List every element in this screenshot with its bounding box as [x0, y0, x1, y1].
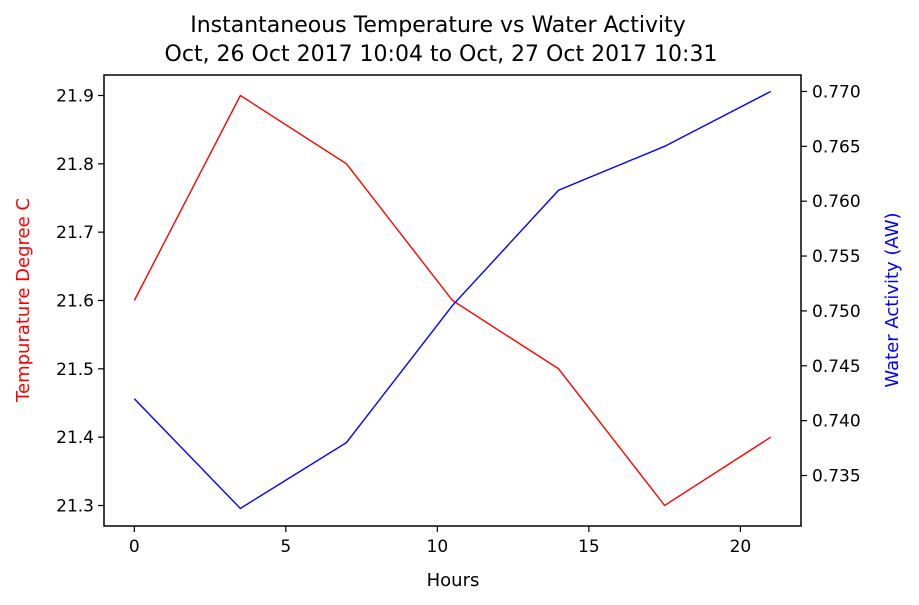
- y-right-tick-label: 0.760: [812, 192, 861, 212]
- y-right-tick-label: 0.750: [812, 302, 861, 322]
- y-left-tick-label: 21.7: [56, 223, 94, 243]
- x-tick-label: 5: [280, 537, 291, 557]
- x-tick-label: 0: [129, 537, 140, 557]
- y-right-tick-label: 0.770: [812, 82, 861, 102]
- y-axis-right-label: Water Activity (AW): [882, 212, 903, 387]
- chart-title: Instantaneous Temperature vs Water Activ…: [190, 13, 686, 38]
- y-right-tick-label: 0.755: [812, 247, 861, 267]
- y-left-tick-label: 21.6: [56, 292, 94, 312]
- y-left-tick-label: 21.4: [56, 428, 94, 448]
- y-right-tick-label: 0.765: [812, 137, 861, 157]
- y-left-tick-label: 21.8: [56, 155, 94, 175]
- y-axis-left-label: Tempurature Degree C: [13, 198, 34, 403]
- y-left-tick-label: 21.9: [56, 87, 94, 107]
- y-right-tick-label: 0.745: [812, 357, 861, 377]
- x-tick-label: 15: [578, 537, 600, 557]
- series-layer: [133, 90, 772, 510]
- y-right-tick-label: 0.735: [812, 467, 861, 487]
- x-tick-label: 10: [427, 537, 449, 557]
- x-axis-label: Hours: [427, 570, 480, 591]
- x-tick-label: 20: [730, 537, 752, 557]
- y-left-tick-label: 21.3: [56, 497, 94, 517]
- ticks-layer: 0 5 10 15 20 21.3 21.4 21.5 21.6 21.7 21.8 21.9 0.73…: [56, 82, 861, 557]
- y-left-tick-label: 21.5: [56, 360, 94, 380]
- y-right-tick-label: 0.740: [812, 412, 861, 432]
- chart-subtitle: Oct, 26 Oct 2017 10:04 to Oct, 27 Oct 20…: [165, 42, 718, 67]
